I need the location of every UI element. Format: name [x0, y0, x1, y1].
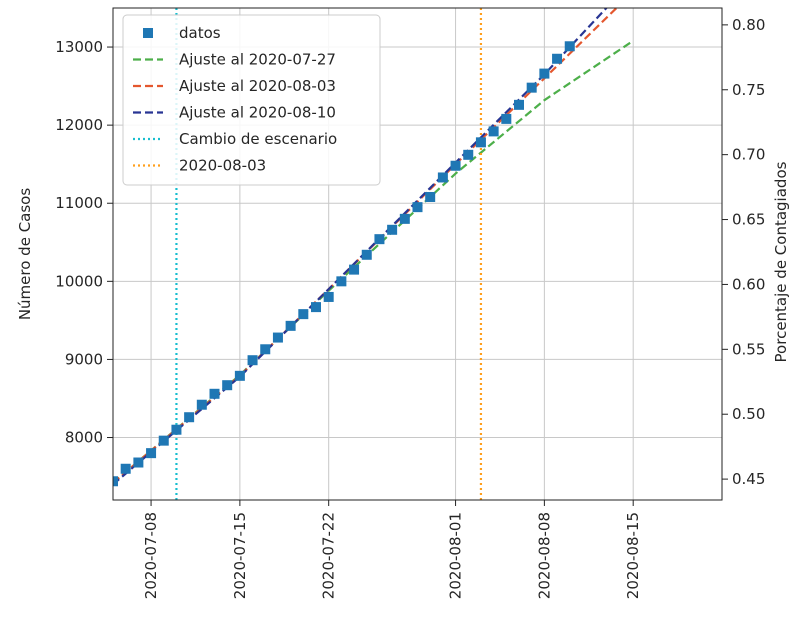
x-tick-label: 2020-07-22	[320, 512, 338, 599]
y-tick-label: 13000	[55, 38, 103, 56]
y-right-tick-label: 0.45	[732, 470, 765, 488]
y-right-tick-label: 0.70	[732, 146, 765, 164]
y-tick-label: 11000	[55, 194, 103, 212]
y-tick-label: 8000	[65, 429, 103, 447]
series-layer	[113, 8, 634, 500]
y-right-tick-label: 0.55	[732, 340, 765, 358]
x-tick-label: 2020-07-08	[142, 512, 160, 599]
data-point	[374, 234, 385, 245]
data-point	[412, 202, 423, 213]
data-point	[234, 370, 245, 381]
plot-frame	[112, 7, 723, 501]
legend-label: Ajuste al 2020-08-10	[179, 104, 336, 122]
y-right-tick-label: 0.65	[732, 211, 765, 229]
data-point	[336, 276, 347, 287]
data-point	[387, 224, 398, 235]
x-tick-label: 2020-08-15	[624, 512, 642, 599]
legend-label: Ajuste al 2020-08-03	[179, 77, 336, 95]
data-point	[285, 320, 296, 331]
data-point	[437, 172, 448, 183]
axis-ticks: 8000 9000 10000 11000 12000 13000 0.45 0.50 0.55…	[55, 16, 765, 599]
data-point	[501, 113, 512, 124]
data-point	[260, 344, 271, 355]
legend-marker	[143, 28, 153, 38]
data-point	[514, 99, 524, 110]
legend-label: Ajuste al 2020-07-27	[179, 51, 336, 69]
y-tick-label: 9000	[65, 350, 103, 368]
y-axis-label: Número de Casos	[16, 188, 34, 321]
data-point	[311, 302, 321, 313]
data-point	[552, 53, 563, 64]
data-point	[361, 249, 372, 260]
data-point	[475, 137, 486, 148]
legend-label: datos	[179, 24, 221, 42]
x-tick-label: 2020-08-08	[535, 512, 553, 599]
data-point	[120, 463, 131, 474]
legend-box	[122, 14, 381, 186]
data-point	[399, 213, 410, 224]
data-point	[133, 457, 144, 468]
data-point	[113, 476, 118, 487]
x-tick-label: 2020-07-15	[231, 512, 249, 599]
data-point	[272, 332, 283, 343]
data-point	[349, 264, 360, 275]
data-point	[298, 309, 309, 320]
data-point	[526, 82, 537, 93]
data-point	[146, 448, 157, 459]
y-axis-right-label: Porcentaje de Contagiados	[772, 161, 790, 362]
y-right-tick-label: 0.80	[732, 16, 765, 34]
data-point	[209, 388, 220, 399]
y-tick-label: 12000	[55, 116, 103, 134]
legend: datos Ajuste al 2020-07-27 Ajuste al 2020-…	[122, 14, 381, 186]
data-point	[196, 399, 207, 410]
data-point	[425, 191, 436, 202]
legend-label: Cambio de escenario	[179, 130, 337, 148]
data-point	[564, 41, 575, 52]
data-point	[539, 68, 550, 79]
data-point	[323, 291, 334, 302]
data-point	[488, 126, 499, 137]
y-right-tick-label: 0.50	[732, 405, 765, 423]
x-tick-label: 2020-08-01	[447, 512, 465, 599]
y-right-tick-label: 0.60	[732, 275, 765, 293]
y-right-tick-label: 0.75	[732, 81, 765, 99]
data-point	[463, 149, 474, 160]
data-point	[158, 435, 169, 446]
y-tick-label: 10000	[55, 272, 103, 290]
data-point	[450, 160, 461, 171]
data-point	[247, 355, 258, 366]
legend-label: 2020-08-03	[179, 157, 266, 175]
data-point	[171, 424, 182, 435]
data-point	[222, 380, 233, 391]
data-point	[184, 412, 195, 423]
